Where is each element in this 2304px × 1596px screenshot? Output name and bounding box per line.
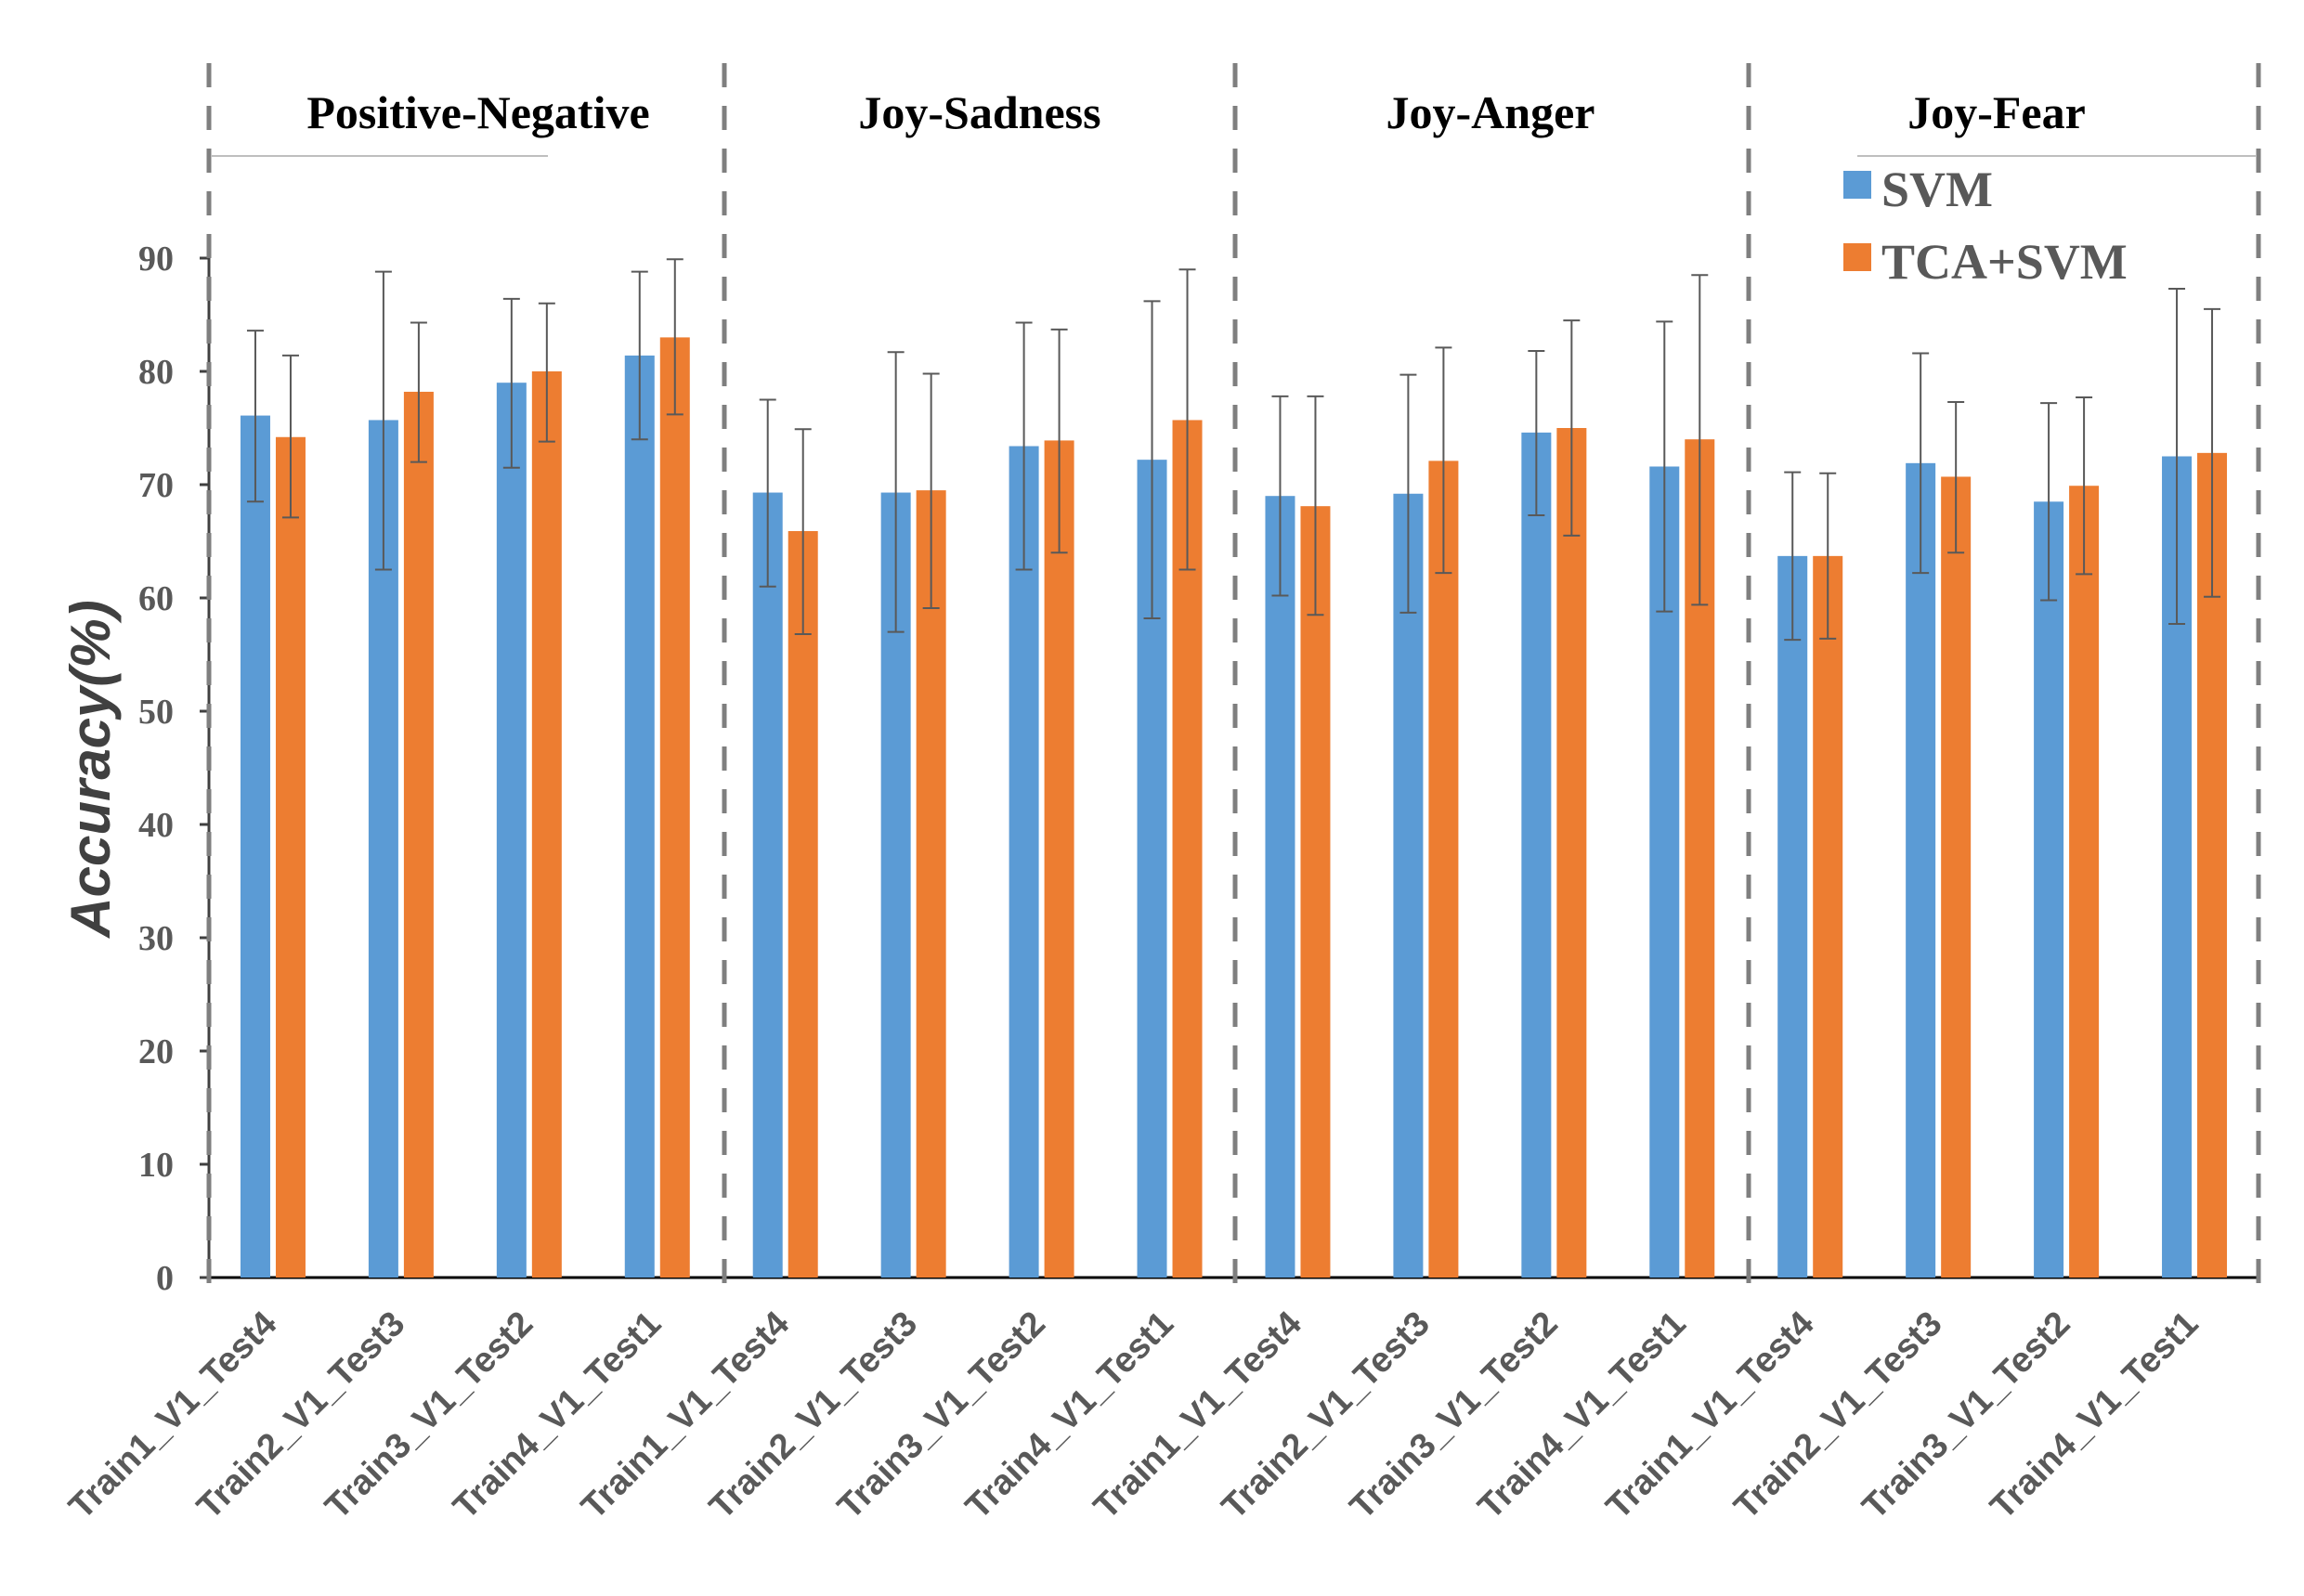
y-tick-label: 50 — [138, 693, 174, 732]
legend-label: SVM — [1881, 162, 1993, 217]
bar-tca-svm — [531, 371, 562, 1278]
bar-svm — [1265, 496, 1295, 1278]
y-tick-label: 60 — [138, 579, 174, 618]
bar-tca-svm — [659, 337, 690, 1278]
bar-tca-svm — [1556, 428, 1587, 1278]
group-title: Joy-Anger — [1386, 86, 1595, 138]
bar-svm — [1777, 555, 1808, 1278]
bar-svm — [752, 492, 783, 1278]
bar-tca-svm — [788, 531, 818, 1278]
y-tick-label: 20 — [138, 1032, 174, 1071]
bar-tca-svm — [1813, 555, 1843, 1278]
bar-svm — [496, 383, 527, 1278]
y-tick-label: 70 — [138, 466, 174, 505]
group-title: Joy-Sadness — [858, 86, 1100, 138]
bar-tca-svm — [1428, 461, 1459, 1278]
bar-tca-svm — [275, 436, 306, 1278]
bar-svm — [2034, 501, 2064, 1278]
legend-label: TCA+SVM — [1881, 234, 2128, 290]
y-tick-label: 90 — [138, 240, 174, 279]
bar-svm — [1393, 493, 1424, 1278]
error-bars-layer — [246, 258, 2221, 642]
bar-svm — [1009, 446, 1039, 1278]
group-title: Joy-Fear — [1907, 86, 2086, 138]
y-tick-label: 80 — [138, 353, 174, 392]
y-tick-label: 40 — [138, 806, 174, 845]
bar-tca-svm — [403, 391, 434, 1278]
y-axis-title: Accuracy(%) — [59, 600, 122, 940]
bar-tca-svm — [2069, 486, 2100, 1278]
bar-tca-svm — [1300, 506, 1331, 1278]
x-tick-label: Train1_V1_Test4 — [62, 1304, 285, 1527]
y-tick-label: 0 — [156, 1259, 174, 1298]
bar-svm — [624, 355, 655, 1278]
legend-swatch — [1843, 243, 1871, 271]
y-tick-label: 30 — [138, 919, 174, 958]
y-tick-label: 10 — [138, 1146, 174, 1185]
bar-tca-svm — [1941, 476, 1972, 1278]
group-title: Positive-Negative — [306, 86, 649, 138]
bar-svm — [1521, 432, 1552, 1278]
bar-svm — [1906, 462, 1936, 1278]
bar-tca-svm — [1044, 440, 1074, 1278]
bar-svm — [240, 415, 270, 1278]
bar-tca-svm — [916, 490, 946, 1278]
legend-swatch — [1843, 171, 1871, 199]
